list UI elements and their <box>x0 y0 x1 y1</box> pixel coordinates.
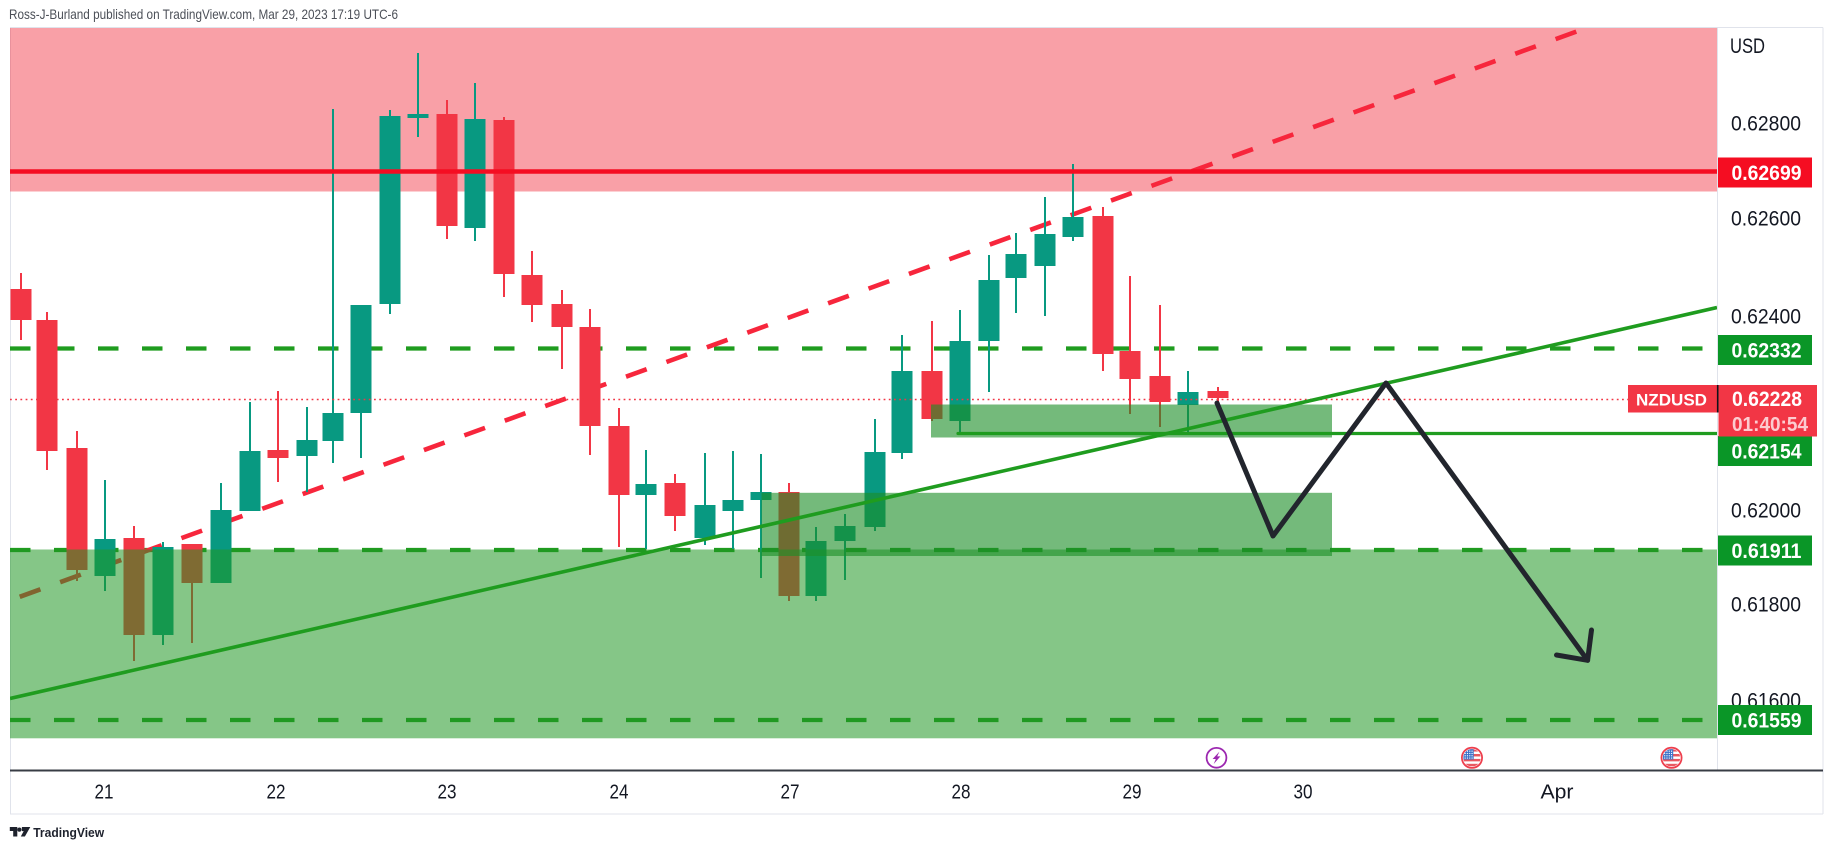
svg-text:Apr: Apr <box>1541 781 1574 804</box>
svg-text:USD: USD <box>1730 35 1765 58</box>
svg-text:27: 27 <box>781 781 800 804</box>
svg-text:28: 28 <box>952 781 971 804</box>
svg-text:29: 29 <box>1123 781 1142 804</box>
svg-text:0.61800: 0.61800 <box>1731 593 1801 616</box>
svg-text:TradingView: TradingView <box>33 825 105 840</box>
svg-text:22: 22 <box>267 781 286 804</box>
svg-text:0.62332: 0.62332 <box>1732 339 1802 362</box>
svg-text:Ross-J-Burland published on Tr: Ross-J-Burland published on TradingView.… <box>9 6 398 22</box>
svg-text:0.62228: 0.62228 <box>1732 388 1802 411</box>
svg-text:0.62699: 0.62699 <box>1732 162 1802 185</box>
svg-text:0.62000: 0.62000 <box>1731 499 1801 522</box>
svg-text:23: 23 <box>438 781 457 804</box>
svg-text:30: 30 <box>1294 781 1313 804</box>
svg-text:NZDUSD: NZDUSD <box>1636 391 1707 410</box>
svg-text:21: 21 <box>95 781 114 804</box>
svg-text:01:40:54: 01:40:54 <box>1732 414 1809 436</box>
svg-text:0.62800: 0.62800 <box>1731 112 1801 135</box>
svg-text:0.61911: 0.61911 <box>1732 540 1802 563</box>
svg-text:0.62400: 0.62400 <box>1731 305 1801 328</box>
svg-text:0.62154: 0.62154 <box>1732 440 1802 463</box>
svg-text:0.62600: 0.62600 <box>1731 207 1801 230</box>
svg-text:0.61559: 0.61559 <box>1732 709 1802 732</box>
svg-text:24: 24 <box>610 781 629 804</box>
